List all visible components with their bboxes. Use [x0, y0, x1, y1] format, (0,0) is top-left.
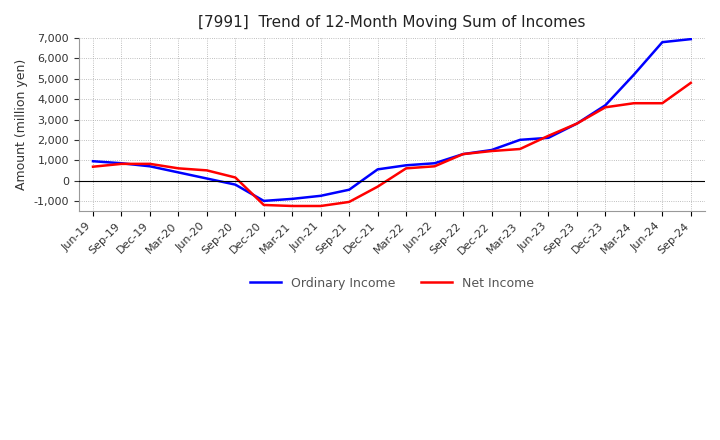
Ordinary Income [174, 170, 183, 175]
Net Income [601, 105, 610, 110]
Ordinary Income [629, 72, 638, 77]
Net Income [374, 184, 382, 189]
Net Income [459, 151, 467, 157]
Net Income [174, 166, 183, 171]
Ordinary Income [572, 121, 581, 126]
Net Income [117, 161, 126, 166]
Ordinary Income [259, 198, 268, 204]
Net Income [572, 121, 581, 126]
Ordinary Income [402, 163, 410, 168]
Ordinary Income [117, 161, 126, 166]
Line: Ordinary Income: Ordinary Income [93, 39, 690, 201]
Net Income [231, 175, 240, 180]
Net Income [402, 166, 410, 171]
Title: [7991]  Trend of 12-Month Moving Sum of Incomes: [7991] Trend of 12-Month Moving Sum of I… [198, 15, 585, 30]
Net Income [516, 147, 524, 152]
Ordinary Income [202, 176, 211, 181]
Ordinary Income [601, 103, 610, 108]
Net Income [629, 101, 638, 106]
Net Income [345, 199, 354, 205]
Ordinary Income [316, 193, 325, 198]
Net Income [145, 161, 154, 166]
Ordinary Income [288, 196, 297, 202]
Ordinary Income [374, 167, 382, 172]
Net Income [544, 133, 553, 139]
Net Income [316, 203, 325, 209]
Ordinary Income [459, 151, 467, 157]
Y-axis label: Amount (million yen): Amount (million yen) [15, 59, 28, 190]
Line: Net Income: Net Income [93, 83, 690, 206]
Net Income [259, 202, 268, 208]
Net Income [202, 168, 211, 173]
Ordinary Income [89, 158, 97, 164]
Net Income [658, 101, 667, 106]
Ordinary Income [345, 187, 354, 192]
Ordinary Income [231, 182, 240, 187]
Ordinary Income [686, 37, 695, 42]
Ordinary Income [516, 137, 524, 143]
Net Income [487, 148, 496, 154]
Ordinary Income [658, 40, 667, 45]
Ordinary Income [544, 135, 553, 140]
Legend: Ordinary Income, Net Income: Ordinary Income, Net Income [245, 272, 539, 295]
Ordinary Income [431, 161, 439, 166]
Ordinary Income [487, 147, 496, 153]
Net Income [89, 164, 97, 169]
Ordinary Income [145, 164, 154, 169]
Net Income [431, 164, 439, 169]
Net Income [288, 203, 297, 209]
Net Income [686, 80, 695, 85]
